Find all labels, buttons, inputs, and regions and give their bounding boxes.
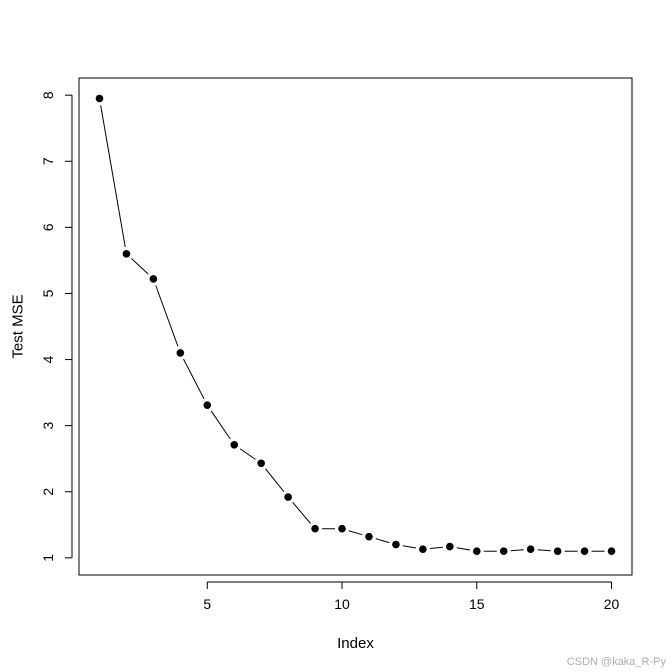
data-point xyxy=(580,547,589,556)
series-segment xyxy=(429,546,443,550)
data-point xyxy=(499,547,508,556)
series-segment xyxy=(375,538,390,544)
data-point xyxy=(526,545,535,554)
series-layer xyxy=(95,94,616,556)
data-point xyxy=(607,547,616,556)
data-point xyxy=(311,524,319,533)
x-tick-label: 10 xyxy=(334,596,350,612)
y-axis-label: Test MSE xyxy=(10,294,27,358)
series-segment xyxy=(265,468,285,492)
series-segment xyxy=(537,549,551,552)
data-point xyxy=(419,545,427,554)
series-segment xyxy=(456,547,470,551)
series-segment xyxy=(100,105,126,247)
series-segment xyxy=(183,358,205,400)
x-tick-label: 15 xyxy=(469,596,485,612)
series-segment xyxy=(402,545,417,549)
data-point xyxy=(230,441,239,449)
data-point xyxy=(365,532,373,541)
data-point xyxy=(203,401,212,409)
y-tick-label: 2 xyxy=(40,488,56,496)
data-point xyxy=(176,349,185,357)
series-segment xyxy=(155,285,179,347)
data-point xyxy=(95,94,104,103)
series-segment xyxy=(239,448,256,460)
data-point xyxy=(284,493,292,501)
x-axis-label: Index xyxy=(337,635,374,652)
y-tick-label: 7 xyxy=(40,157,56,165)
series-segment xyxy=(210,410,231,440)
data-point xyxy=(257,459,265,468)
y-tick-label: 5 xyxy=(40,289,56,297)
y-tick-label: 4 xyxy=(40,355,56,363)
series-segment xyxy=(292,502,311,524)
series-segment xyxy=(131,258,149,275)
series-segment xyxy=(510,549,524,552)
x-tick-label: 5 xyxy=(203,596,211,612)
y-tick-label: 1 xyxy=(40,554,56,562)
y-tick-label: 6 xyxy=(40,223,56,231)
data-point xyxy=(122,250,131,258)
watermark: CSDN @kaka_R-Py xyxy=(566,656,666,668)
y-tick-label: 3 xyxy=(40,422,56,430)
data-point xyxy=(149,275,158,283)
data-point xyxy=(446,542,454,551)
data-point xyxy=(553,547,562,556)
x-tick-label: 20 xyxy=(604,596,620,612)
y-tick-label: 8 xyxy=(40,91,56,99)
x-axis: 5 10 15 20 xyxy=(203,581,620,612)
data-point xyxy=(472,547,481,556)
data-point xyxy=(392,540,400,549)
y-axis: 1 2 3 4 5 6 7 8 xyxy=(40,91,73,562)
plot-frame xyxy=(78,77,633,576)
series-segment xyxy=(348,530,363,536)
data-point xyxy=(338,524,346,533)
